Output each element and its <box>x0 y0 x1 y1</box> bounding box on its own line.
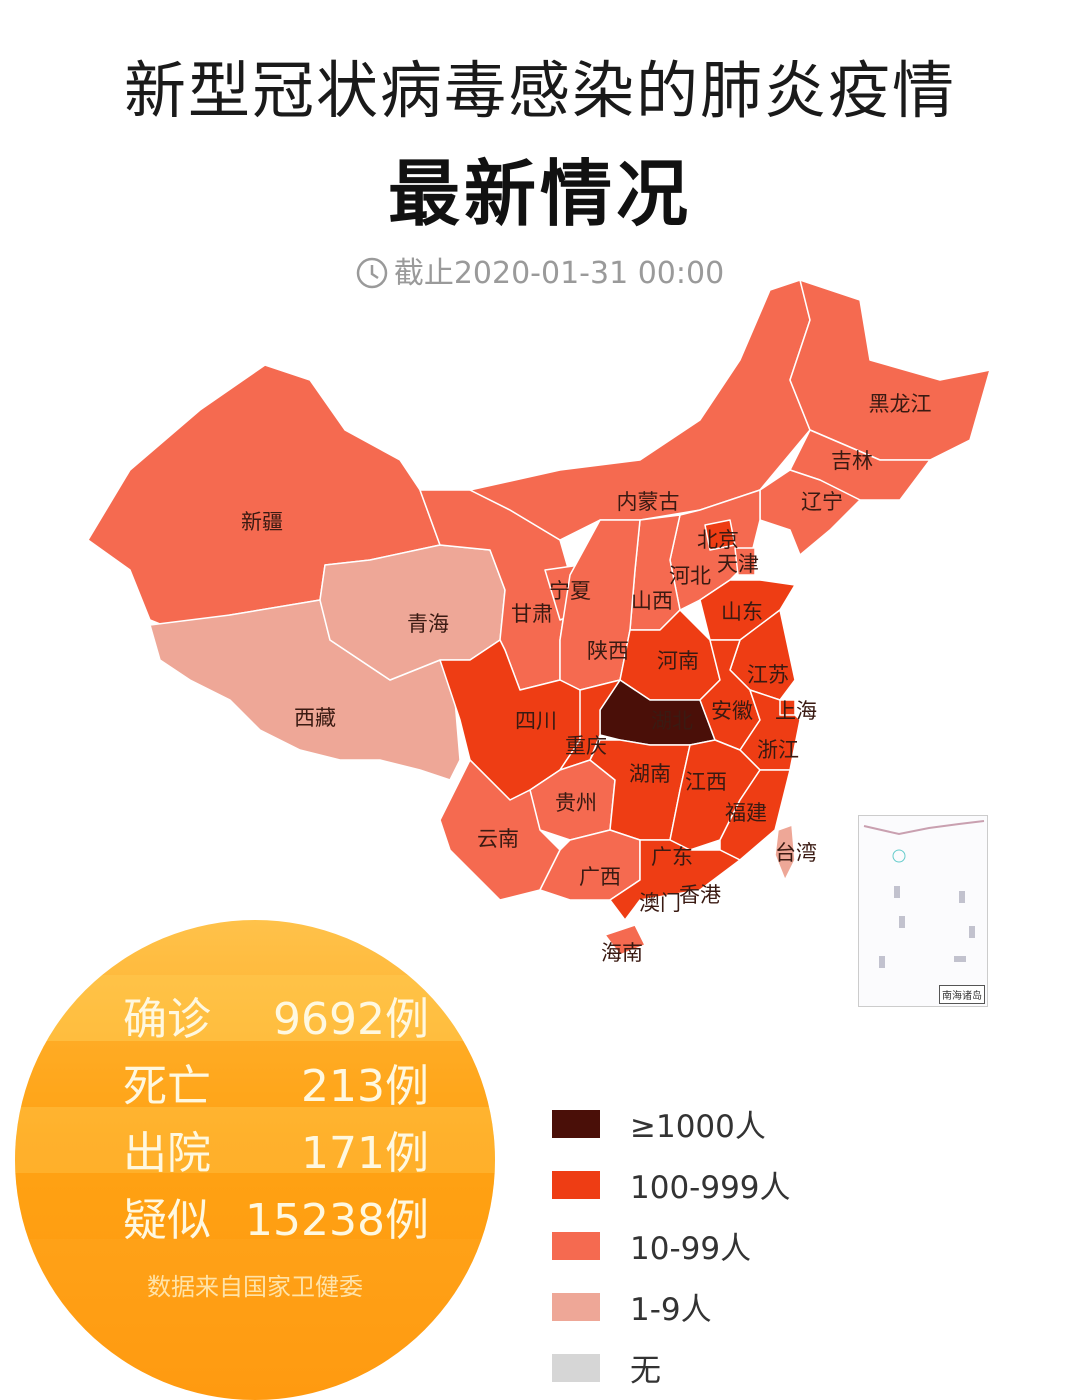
legend-item: 10-99人 <box>552 1215 791 1276</box>
stat-label: 确诊 <box>123 994 211 1045</box>
province-taiwan <box>774 824 796 881</box>
stat-value: 15238例 <box>245 1195 429 1246</box>
legend-label: 100-999人 <box>630 1170 791 1206</box>
legend-item: 1-9人 <box>552 1276 791 1337</box>
stat-deaths: 死亡 213例 <box>123 1049 429 1115</box>
province-label-shandong: 山东 <box>721 600 763 624</box>
update-time: 截止2020-01-31 00:00 <box>0 248 1080 292</box>
south-china-sea-inset: 南海诸岛 <box>858 815 988 1007</box>
province-label-hubei: 湖北 <box>651 709 693 733</box>
stat-value: 171例 <box>301 1128 429 1179</box>
province-label-gansu: 甘肃 <box>511 602 553 626</box>
province-label-zhejiang: 浙江 <box>757 738 799 762</box>
map-legend: ≥1000人 100-999人 10-99人 1-9人 无 <box>552 1093 791 1398</box>
legend-swatch <box>552 1292 600 1321</box>
province-liaoning <box>759 469 861 556</box>
south-china-sea-map <box>863 820 985 968</box>
legend-item: 无 <box>552 1337 791 1398</box>
stat-suspected: 疑似 15238例 <box>123 1183 429 1249</box>
province-label-xinjiang: 新疆 <box>241 510 283 534</box>
stat-confirmed: 确诊 9692例 <box>123 982 429 1048</box>
legend-label: ≥1000人 <box>630 1109 766 1145</box>
stat-label: 出院 <box>123 1128 211 1179</box>
province-label-heilongjiang: 黑龙江 <box>869 392 932 416</box>
province-fujian <box>719 769 791 861</box>
page-title: 新型冠状病毒感染的肺炎疫情 <box>123 54 956 127</box>
stat-value: 213例 <box>301 1061 429 1112</box>
update-time-text: 截止2020-01-31 00:00 <box>393 256 725 291</box>
legend-label: 无 <box>630 1353 661 1389</box>
province-label-liaoning: 辽宁 <box>801 490 843 514</box>
province-hainan <box>604 924 646 956</box>
inset-label: 南海诸岛 <box>939 985 985 1004</box>
stat-discharged: 出院 171例 <box>123 1116 429 1182</box>
legend-swatch <box>552 1353 600 1382</box>
province-label-henan: 河南 <box>657 649 699 673</box>
legend-swatch <box>552 1109 600 1138</box>
province-label-guangxi: 广西 <box>579 865 621 889</box>
province-beijing <box>704 519 736 551</box>
legend-swatch <box>552 1231 600 1260</box>
province-guangdong <box>609 839 741 921</box>
province-label-yunnan: 云南 <box>477 827 519 851</box>
province-tianjin <box>734 547 756 576</box>
province-label-jiangxi: 江西 <box>685 770 727 794</box>
province-label-guizhou: 贵州 <box>555 791 597 815</box>
province-label-jiangsu: 江苏 <box>747 663 789 687</box>
province-label-anhui: 安徽 <box>711 699 753 723</box>
legend-item: 100-999人 <box>552 1154 791 1215</box>
province-label-sichuan: 四川 <box>515 709 557 733</box>
province-label-chongqing: 重庆 <box>565 734 607 758</box>
province-label-hainan: 海南 <box>601 941 643 965</box>
stat-label: 疑似 <box>123 1195 211 1246</box>
legend-label: 10-99人 <box>630 1231 752 1267</box>
legend-swatch <box>552 1170 600 1199</box>
province-shanghai <box>779 699 796 716</box>
stat-label: 死亡 <box>123 1061 211 1112</box>
stats-panel: 确诊 9692例 死亡 213例 出院 171例 疑似 15238例 数据来自国家卫健委 <box>15 920 495 1400</box>
province-label-fujian: 福建 <box>725 801 767 825</box>
province-label-shanxi: 山西 <box>631 589 673 613</box>
province-label-guangdong: 广东 <box>651 845 693 869</box>
province-label-hebei: 河北 <box>669 564 711 588</box>
province-label-shaanxi: 陕西 <box>587 639 629 663</box>
clock-icon <box>356 257 388 289</box>
legend-item: ≥1000人 <box>552 1093 791 1154</box>
province-label-jilin: 吉林 <box>831 449 873 473</box>
province-label-hunan: 湖南 <box>629 762 671 786</box>
stat-value: 9692例 <box>273 994 429 1045</box>
province-label-ningxia: 宁夏 <box>549 579 591 603</box>
province-label-xizang: 西藏 <box>294 706 336 730</box>
province-label-taiwan: 台湾 <box>775 841 817 865</box>
province-label-shanghai: 上海 <box>775 699 817 723</box>
province-label-xianggang: 香港 <box>679 883 721 907</box>
province-label-neimenggu: 内蒙古 <box>617 490 680 514</box>
page-subtitle: 最新情况 <box>387 152 692 236</box>
legend-label: 1-9人 <box>630 1292 712 1328</box>
province-chongqing <box>559 679 621 771</box>
data-source: 数据来自国家卫健委 <box>147 1273 363 1301</box>
province-heilongjiang <box>789 279 991 461</box>
province-label-aomen: 澳门 <box>639 891 681 915</box>
province-label-tianjin: 天津 <box>717 552 759 576</box>
province-label-beijing: 北京 <box>697 528 739 552</box>
province-label-qinghai: 青海 <box>407 612 449 636</box>
